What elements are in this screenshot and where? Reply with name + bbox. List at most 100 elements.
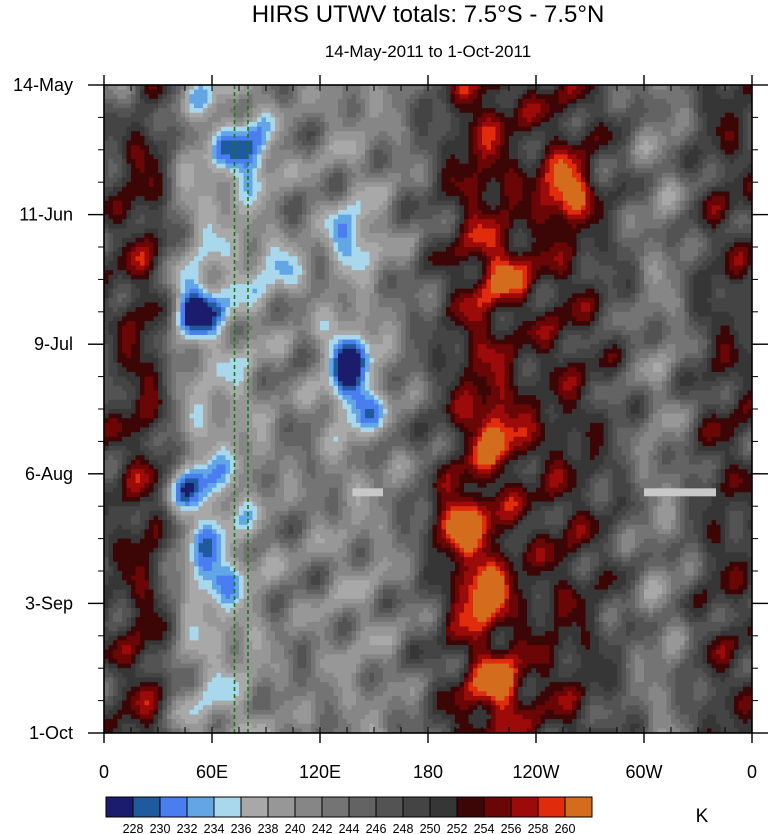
heat-cell	[441, 196, 447, 202]
heat-cell	[491, 209, 497, 216]
heat-cell	[437, 112, 443, 118]
heat-cell	[707, 205, 713, 211]
heat-cell	[396, 168, 402, 174]
heat-cell	[671, 168, 677, 174]
heat-cell	[234, 177, 240, 183]
heat-cell	[648, 186, 654, 193]
heat-cell	[693, 200, 699, 206]
heat-cell	[203, 209, 209, 216]
heat-cell	[275, 209, 281, 216]
heat-cell	[473, 159, 479, 165]
heat-cell	[189, 200, 195, 206]
heat-cell	[369, 223, 375, 230]
heat-cell	[275, 135, 281, 142]
heat-cell	[275, 112, 281, 118]
heat-cell	[585, 191, 591, 197]
heat-cell	[432, 154, 438, 160]
heat-cell	[149, 94, 155, 100]
heat-cell	[549, 209, 555, 216]
heat-cell	[459, 140, 465, 146]
heat-cell	[140, 214, 146, 220]
heat-cell	[446, 85, 452, 91]
heat-cell	[657, 172, 663, 179]
heat-cell	[212, 117, 218, 123]
heat-cell	[738, 149, 744, 156]
heat-cell	[648, 85, 654, 91]
heat-cell	[360, 140, 366, 146]
heat-cell	[563, 205, 569, 211]
heat-cell	[576, 233, 582, 239]
heat-cell	[662, 103, 668, 109]
heat-cell	[176, 200, 182, 206]
heat-cell	[338, 205, 344, 211]
heat-cell	[621, 205, 627, 211]
heat-cell	[527, 140, 533, 146]
heat-cell	[270, 177, 276, 183]
heat-cell	[239, 200, 245, 206]
heat-cell	[626, 233, 632, 239]
heat-cell	[243, 85, 249, 91]
heat-cell	[387, 163, 393, 169]
heat-cell	[410, 242, 416, 248]
heat-cell	[468, 140, 474, 146]
heat-cell	[716, 135, 722, 142]
heat-cell	[414, 237, 420, 243]
heat-cell	[666, 233, 672, 239]
heat-cell	[356, 209, 362, 216]
heat-cell	[189, 228, 195, 234]
heat-cell	[410, 108, 416, 114]
heat-cell	[567, 168, 573, 174]
heat-cell	[509, 89, 515, 95]
heat-cell	[167, 117, 173, 123]
heat-cell	[396, 177, 402, 183]
heat-cell	[167, 140, 173, 146]
heat-cell	[720, 237, 726, 243]
heat-cell	[729, 122, 735, 128]
heat-cell	[387, 168, 393, 174]
heat-cell	[531, 233, 537, 239]
heat-cell	[212, 214, 218, 220]
heat-cell	[594, 196, 600, 202]
heat-cell	[612, 163, 618, 169]
heat-cell	[513, 94, 519, 100]
heat-cell	[509, 177, 515, 183]
heat-cell	[414, 159, 420, 165]
heat-cell	[567, 112, 573, 118]
heat-cell	[689, 140, 695, 146]
heat-cell	[369, 219, 375, 225]
heat-cell	[167, 112, 173, 118]
heat-cell	[446, 131, 452, 137]
heat-cell	[716, 182, 722, 188]
heat-cell	[230, 233, 236, 239]
heat-cell	[585, 135, 591, 142]
heat-cell	[653, 196, 659, 202]
heat-cell	[108, 205, 114, 211]
heat-cell	[662, 228, 668, 234]
heat-cell	[414, 200, 420, 206]
heat-cell	[657, 163, 663, 169]
heat-cell	[662, 117, 668, 123]
heat-cell	[180, 163, 186, 169]
heat-cell	[329, 145, 335, 151]
heat-cell	[648, 237, 654, 243]
heat-cell	[716, 205, 722, 211]
heat-cell	[567, 191, 573, 197]
heat-cell	[612, 122, 618, 128]
heat-cell	[113, 108, 119, 114]
heat-cell	[513, 112, 519, 118]
heat-cell	[275, 196, 281, 202]
heat-cell	[441, 89, 447, 95]
heat-cell	[149, 85, 155, 91]
heat-cell	[531, 112, 537, 118]
heat-cell	[576, 196, 582, 202]
heat-cell	[680, 223, 686, 230]
heat-cell	[360, 191, 366, 197]
heat-cell	[311, 196, 317, 202]
heat-cell	[405, 103, 411, 109]
heat-cell	[635, 163, 641, 169]
heat-cell	[351, 172, 357, 179]
heat-cell	[405, 159, 411, 165]
heat-cell	[203, 94, 209, 100]
heat-cell	[540, 117, 546, 123]
heat-cell	[572, 233, 578, 239]
